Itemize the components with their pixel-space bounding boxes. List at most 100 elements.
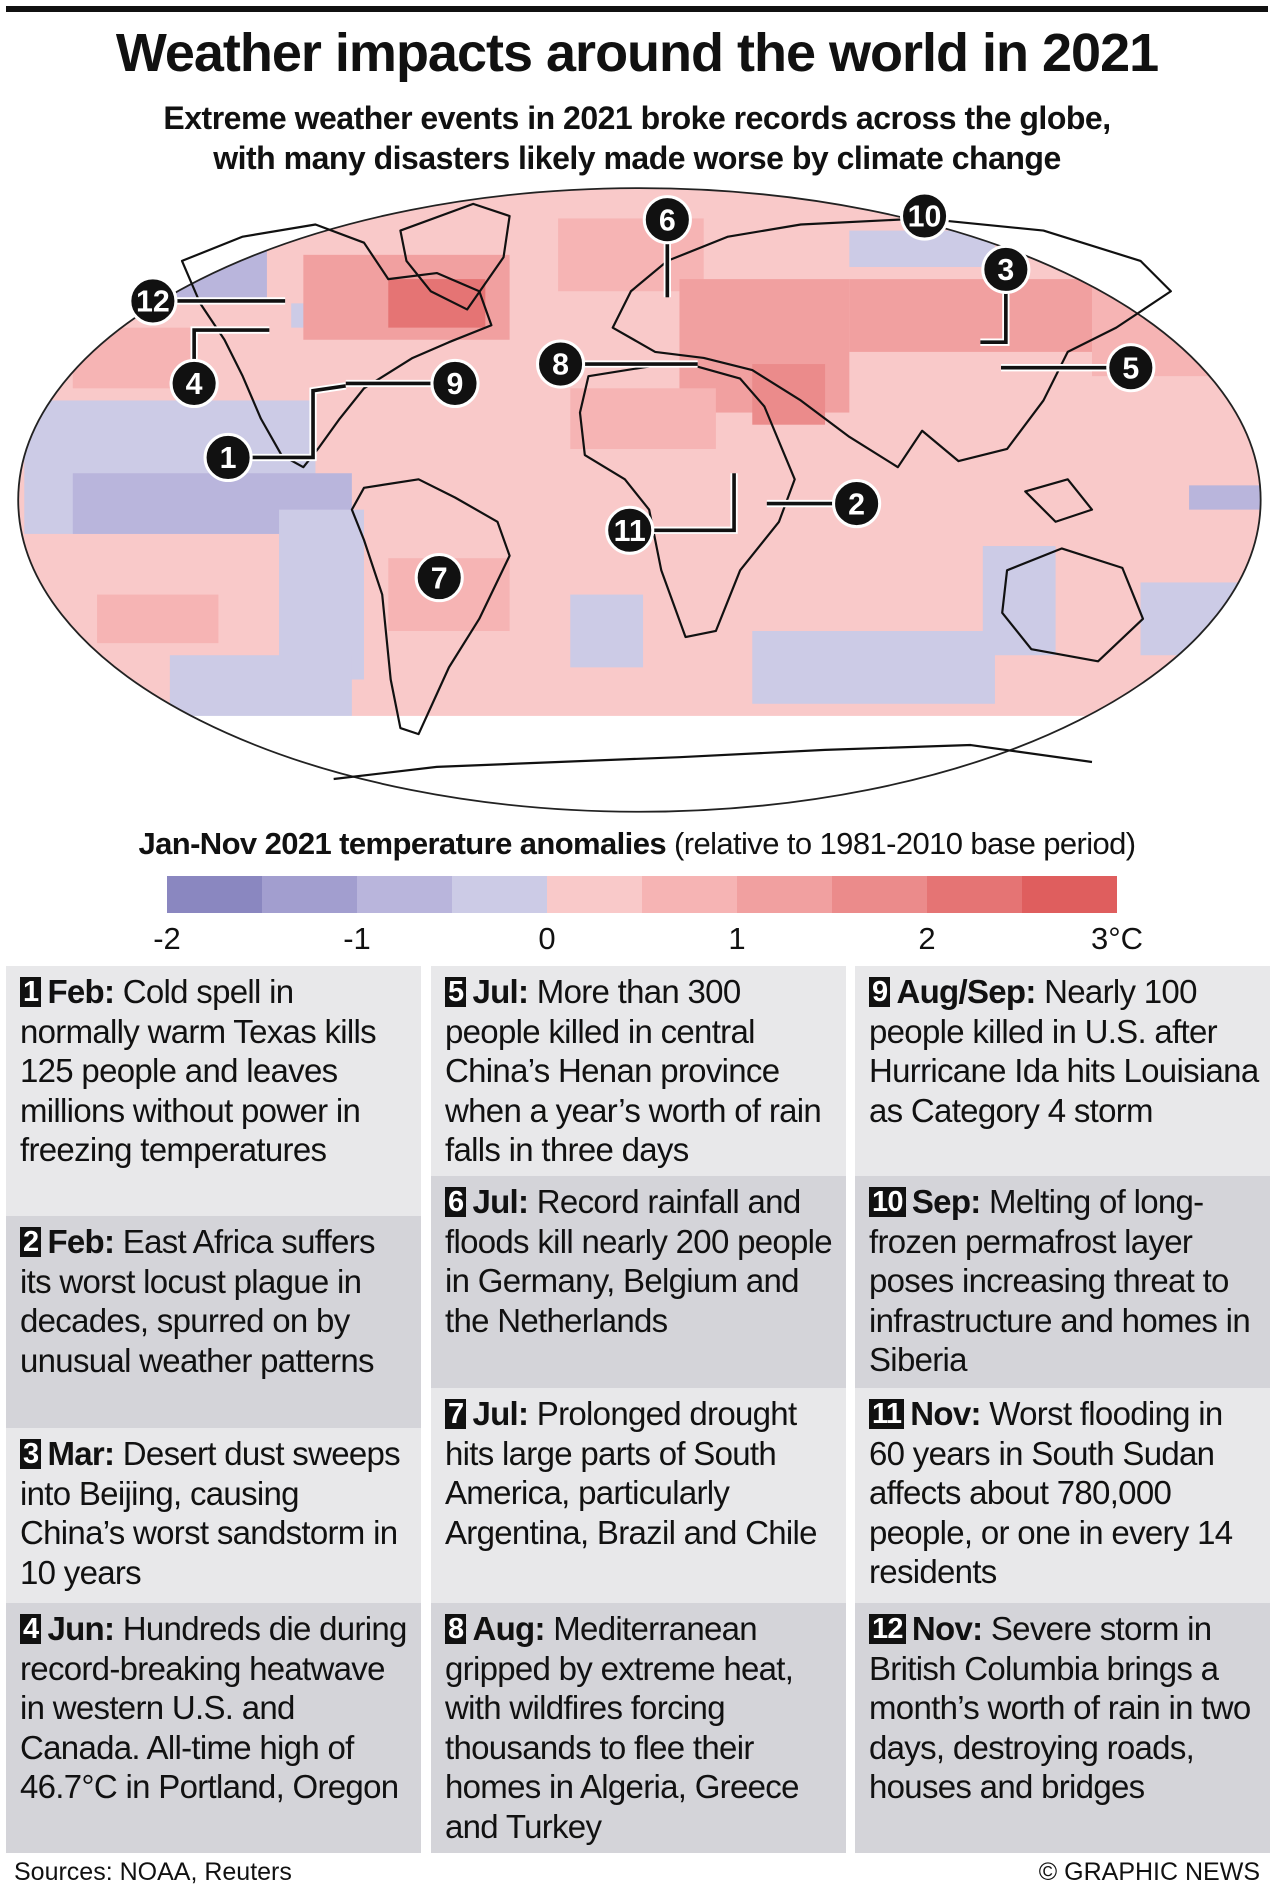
event-date: Feb: <box>47 1223 115 1260</box>
no-data-area <box>18 715 1261 812</box>
map-border <box>17 187 1262 813</box>
event-marker-8: 8 <box>535 339 586 389</box>
event-description: More than 300 people killed in central C… <box>445 973 822 1168</box>
event-date: Jun: <box>47 1610 115 1647</box>
sources: Sources: NOAA, Reuters <box>14 1858 292 1886</box>
event-marker-number: 10 <box>908 201 942 234</box>
leader-lines <box>177 243 1107 534</box>
event-description: Desert dust sweeps into Beijing, causing… <box>20 1435 401 1591</box>
color-scale-swatch <box>642 876 737 913</box>
event-card: 6 Jul: Record rainfall and floods kill ne… <box>431 1176 846 1388</box>
anomaly-cell-warm <box>97 594 219 644</box>
legend-title-bold: Jan-Nov 2021 temperature anomalies <box>138 826 666 861</box>
event-card: 4 Jun: Hundreds die during record-breakin… <box>6 1603 421 1853</box>
event-card: 10 Sep: Melting of long-frozen permafrost… <box>855 1176 1270 1388</box>
event-marker-number: 11 <box>614 515 646 548</box>
event-description: Record rainfall and floods kill nearly 2… <box>445 1183 833 1339</box>
anomaly-cell-warm <box>994 194 1141 243</box>
anomaly-cell-cool <box>752 630 995 704</box>
event-description: Cold spell in normally warm Texas kills … <box>20 973 377 1168</box>
event-description: Melting of long-frozen permafrost layer … <box>869 1183 1251 1378</box>
event-description: Nearly 100 people killed in U.S. after H… <box>869 973 1259 1129</box>
event-description: Worst flooding in 60 years in South Suda… <box>869 1395 1233 1590</box>
color-scale-swatch <box>452 876 547 913</box>
legend-title: Jan-Nov 2021 temperature anomalies (rela… <box>0 826 1274 862</box>
event-card: 5 Jul: More than 300 people killed in cen… <box>431 966 846 1176</box>
color-scale-bar <box>167 876 1117 913</box>
color-scale-swatch <box>832 876 927 913</box>
event-marker-number: 9 <box>447 368 464 401</box>
subtitle: Extreme weather events in 2021 broke rec… <box>0 98 1274 178</box>
top-rule <box>6 6 1268 12</box>
event-marker-11: 11 <box>605 505 655 555</box>
event-marker-1: 1 <box>203 432 253 483</box>
event-card: 11 Nov: Worst flooding in 60 years in Sou… <box>855 1388 1270 1603</box>
event-number: 4 <box>20 1614 42 1644</box>
anomaly-cell-cool <box>1140 582 1261 656</box>
event-card: 2 Feb: East Africa suffers its worst locu… <box>6 1216 421 1428</box>
event-marker-2: 2 <box>832 479 882 529</box>
anomaly-cell-warm <box>570 388 716 449</box>
color-scale-swatch <box>167 876 262 913</box>
color-scale-tick-label: 3°C <box>1090 921 1144 956</box>
event-number: 11 <box>869 1399 905 1429</box>
event-marker-7: 7 <box>414 553 464 603</box>
event-marker-3: 3 <box>981 244 1031 294</box>
event-number: 9 <box>869 977 891 1007</box>
event-description: Hundreds die during record-breaking heat… <box>20 1610 407 1805</box>
event-date: Nov: <box>911 1610 983 1647</box>
event-description: Mediterranean gripped by extreme heat, w… <box>445 1610 799 1845</box>
event-date: Jul: <box>472 973 529 1010</box>
event-date: Nov: <box>910 1395 981 1432</box>
event-description: Prolonged drought hits large parts of So… <box>445 1395 818 1551</box>
event-card: 8 Aug: Mediterranean gripped by extreme h… <box>431 1603 846 1853</box>
event-marker-4: 4 <box>169 358 219 409</box>
color-scale-swatch <box>1022 876 1117 913</box>
event-marker-number: 3 <box>997 254 1014 287</box>
event-marker-6: 6 <box>642 195 692 245</box>
event-description: East Africa suffers its worst locust pla… <box>20 1223 376 1379</box>
event-number: 10 <box>869 1187 906 1217</box>
anomaly-cell-cool <box>279 509 364 680</box>
color-scale-tick-label: 1 <box>728 921 746 956</box>
event-marker-number: 2 <box>848 488 865 521</box>
events-column-3: 9 Aug/Sep: Nearly 100 people killed in U.… <box>855 966 1270 1853</box>
event-description: Severe storm in British Columbia brings … <box>869 1610 1251 1805</box>
color-scale-swatch <box>927 876 1022 913</box>
anomaly-cell-cool <box>1189 485 1261 510</box>
event-marker-number: 1 <box>220 442 237 475</box>
coastlines <box>180 202 1172 781</box>
anomaly-cell-warm <box>752 364 826 425</box>
event-marker-number: 8 <box>552 349 569 382</box>
event-marker-number: 12 <box>136 286 170 319</box>
subtitle-line: Extreme weather events in 2021 broke rec… <box>163 100 1111 136</box>
event-date: Feb: <box>47 973 115 1010</box>
event-card: 1 Feb: Cold spell in normally warm Texas … <box>6 966 421 1216</box>
color-scale-tick-label: -2 <box>153 921 181 956</box>
page-title: Weather impacts around the world in 2021 <box>115 23 1159 83</box>
subtitle-line: with many disasters likely made worse by… <box>213 140 1061 176</box>
anomaly-cells <box>18 188 1261 812</box>
event-number: 3 <box>20 1439 42 1469</box>
event-marker-12: 12 <box>128 276 178 326</box>
event-card: 3 Mar: Desert dust sweeps into Beijing, c… <box>6 1428 421 1603</box>
event-date: Jul: <box>472 1183 529 1220</box>
event-number: 7 <box>445 1399 467 1429</box>
anomaly-cell-cool <box>982 546 1056 656</box>
event-number: 5 <box>445 977 467 1007</box>
event-date: Sep: <box>911 1183 981 1220</box>
anomaly-cell-warm <box>849 279 1092 352</box>
event-number: 1 <box>20 977 42 1007</box>
color-scale-tick-label: -1 <box>343 921 371 956</box>
event-date: Aug/Sep: <box>896 973 1036 1010</box>
events-column-1: 1 Feb: Cold spell in normally warm Texas … <box>6 966 421 1853</box>
event-marker-5: 5 <box>1106 343 1156 393</box>
event-date: Jul: <box>472 1395 529 1432</box>
color-scale-swatch <box>547 876 642 913</box>
event-number: 2 <box>20 1227 42 1257</box>
legend-title-rest: (relative to 1981-2010 base period) <box>665 826 1136 861</box>
event-marker-number: 5 <box>1122 352 1139 385</box>
event-card: 9 Aug/Sep: Nearly 100 people killed in U.… <box>855 966 1270 1176</box>
events-column-2: 5 Jul: More than 300 people killed in cen… <box>431 966 846 1853</box>
